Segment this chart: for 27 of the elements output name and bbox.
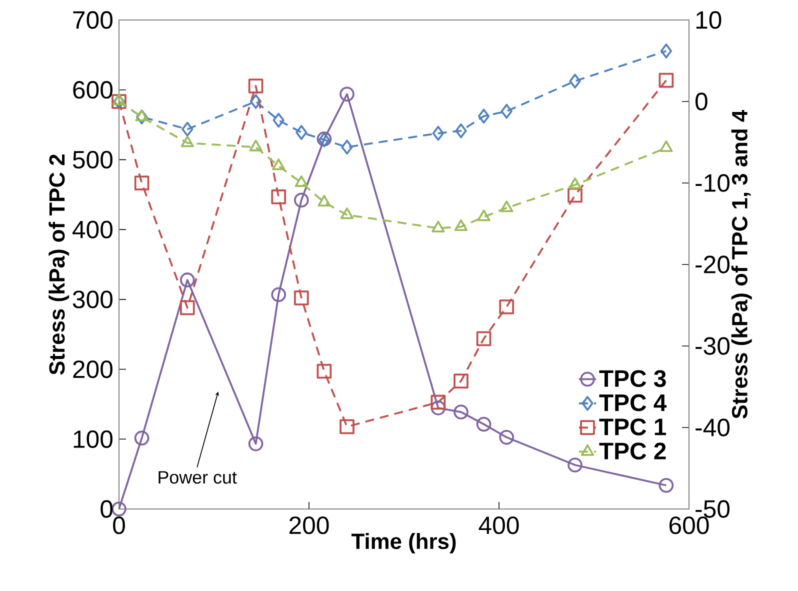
y-tick-label: 200 xyxy=(73,360,113,378)
y-tick-label: 500 xyxy=(72,150,113,169)
legend-label: TPC 4 xyxy=(599,394,667,412)
y-tick-label: 700 xyxy=(73,11,113,29)
x-tick-label: 600 xyxy=(669,516,709,534)
y-tick-label: 100 xyxy=(74,430,113,448)
y2-tick-label: -40 xyxy=(696,418,730,436)
x-tick-label: 200 xyxy=(289,516,329,534)
y2-tick-label: -10 xyxy=(696,174,730,192)
legend-label: TPC 3 xyxy=(599,370,666,388)
y2-tick-label: 0 xyxy=(695,92,708,110)
y-tick-label: 300 xyxy=(72,290,113,308)
y2-tick-label: -20 xyxy=(696,256,730,274)
y-tick-label: 600 xyxy=(73,81,113,99)
y-axis-title: Stress (kPa) of TPC 2 xyxy=(48,154,70,375)
legend-label: TPC 2 xyxy=(599,442,666,460)
y2-tick-label: -30 xyxy=(696,337,730,355)
y-tick-label: 0 xyxy=(100,500,113,518)
y2-tick-label: -50 xyxy=(696,500,730,518)
legend-label: TPC 1 xyxy=(599,418,666,436)
annotation: Power cut xyxy=(158,471,237,484)
y-tick-label: 400 xyxy=(72,220,113,238)
y2-tick-label: 10 xyxy=(696,11,722,29)
x-tick-label: 400 xyxy=(478,516,519,534)
x-axis-title: Time (hrs) xyxy=(351,533,456,554)
x-tick-label: 0 xyxy=(113,516,125,534)
y2-axis-title: Stress (kPa) of TPC 1, 3 and 4 xyxy=(731,110,752,419)
